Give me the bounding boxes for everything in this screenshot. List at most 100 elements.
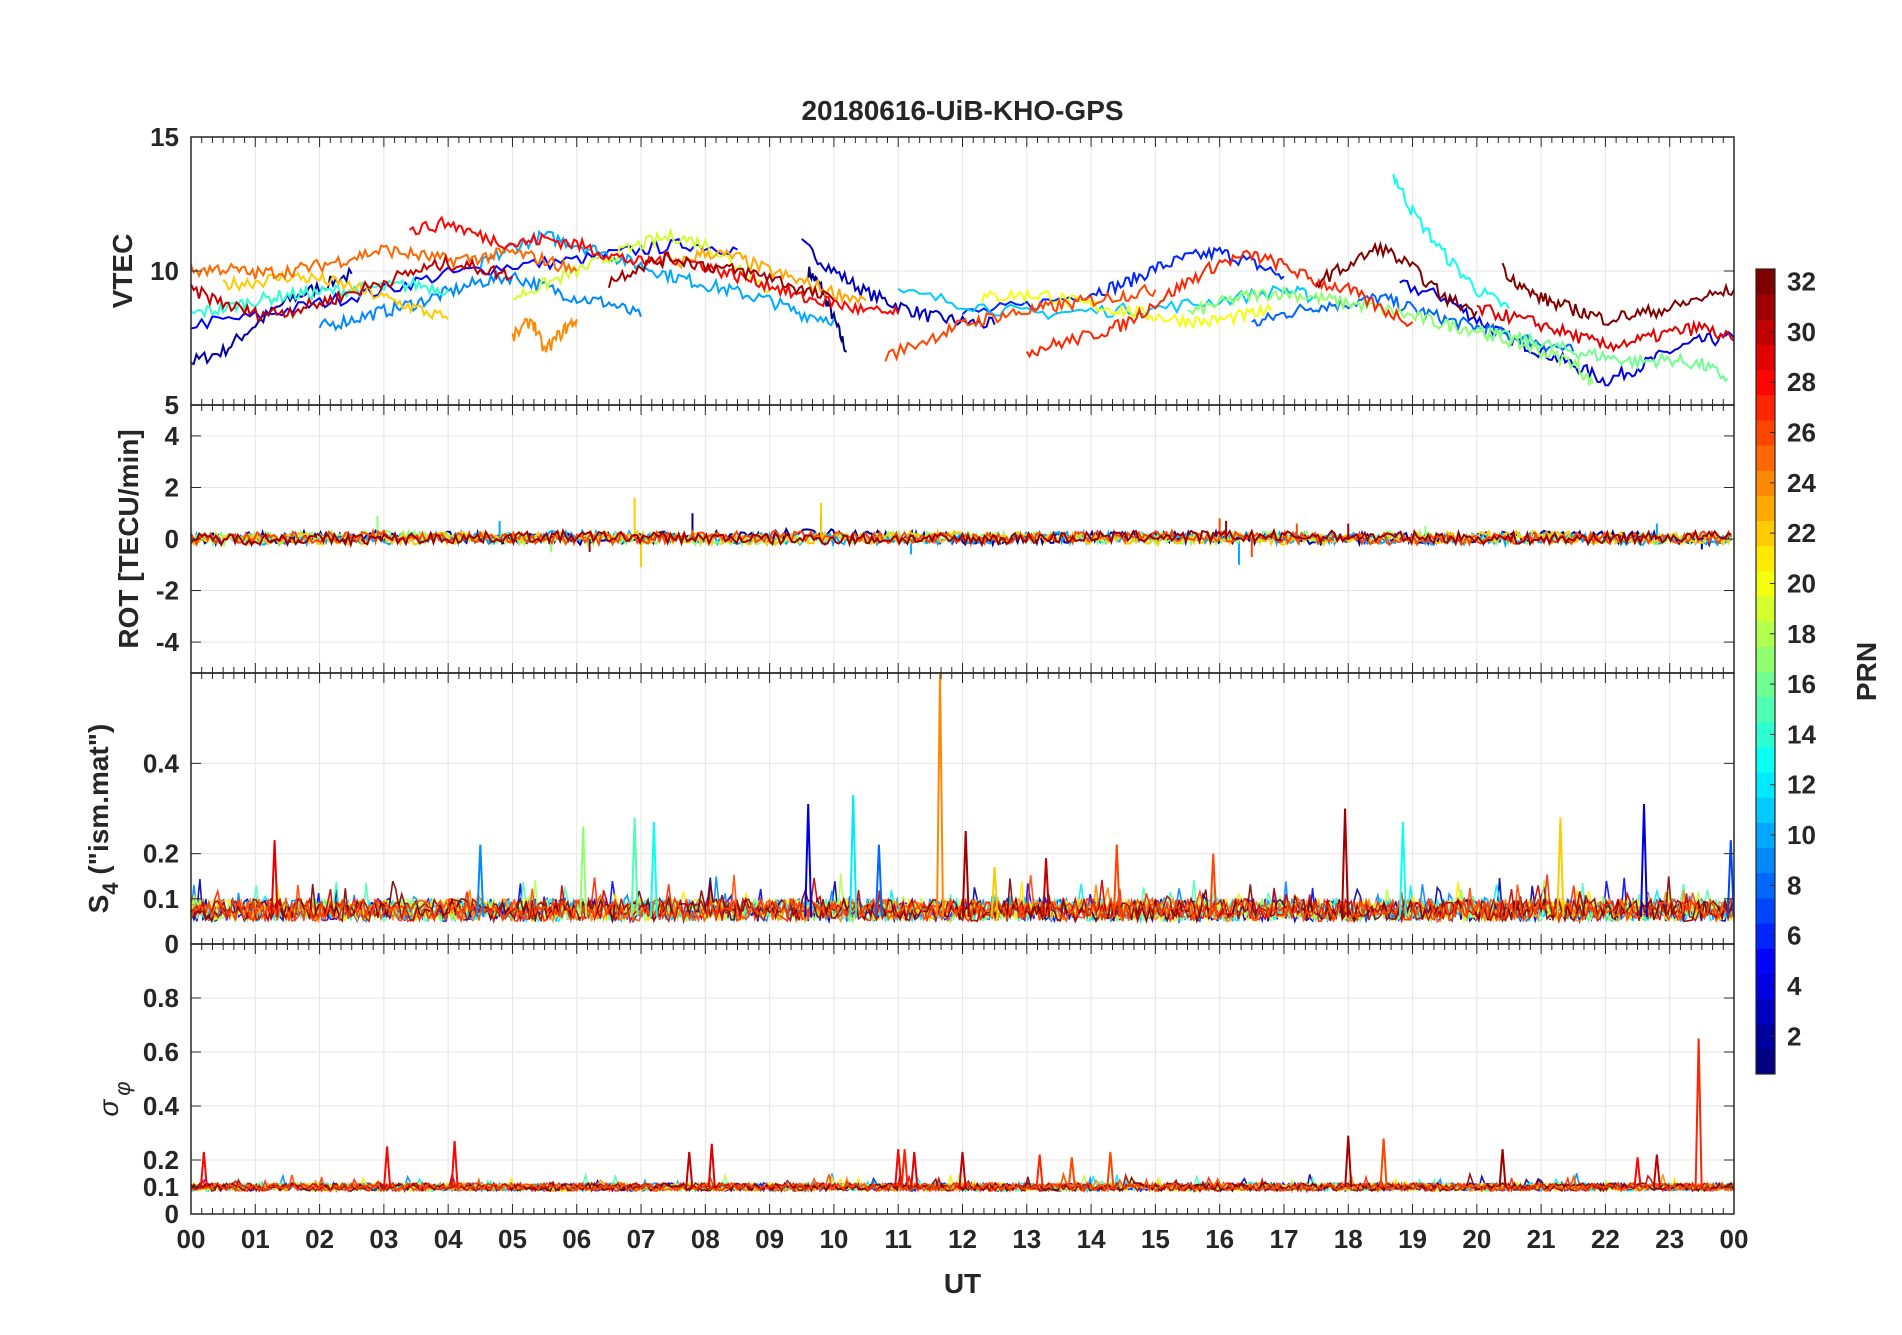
x-tick-label: 19 [1398,1224,1427,1254]
spike-prn-27 [900,1149,909,1188]
colorbar-swatch-prn-17 [1756,646,1775,672]
spike-prn-29 [270,840,279,917]
colorbar-swatch-prn-23 [1756,495,1775,522]
y-tick-label: 0.2 [143,1145,179,1175]
y-tick-label: 10 [150,256,179,286]
spike-prn-31 [1344,1135,1353,1188]
x-tick-label: 18 [1334,1224,1363,1254]
y-axis-label-main: S [83,895,114,914]
y-tick-label: 2 [165,472,179,502]
spike-prn-13 [649,822,658,917]
spike-prn-15 [630,817,639,917]
spike-prn-28 [199,1151,208,1188]
colorbar-swatch-prn-32 [1756,269,1775,295]
y-tick-label: 0.2 [143,839,179,869]
colorbar-swatch-prn-15 [1756,696,1775,723]
panel-vtec: 5 10 15 VTEC 20180616-UiB-KHO-GPS [107,95,1735,420]
y-tick-label: 0 [165,1199,179,1229]
spike-prn-26 [1106,1151,1115,1188]
series-line-prn-30 [190,253,514,322]
colorbar-tick-label: 26 [1787,418,1816,448]
colorbar-swatch-prn-31 [1756,294,1775,320]
spike-prn-12 [849,794,858,917]
series-group [190,497,1733,568]
series-line-prn-19 [512,226,771,301]
colorbar-swatch-prn-28 [1756,369,1775,396]
series-line-prn-16 [1476,325,1729,383]
colorbar-swatch-prn-25 [1756,445,1775,471]
y-tick-label: 4 [165,421,180,451]
y-tick-label: -4 [156,627,180,657]
series-line-prn-10 [479,229,835,327]
spike-prn-27 [1035,1154,1044,1188]
series-line-prn-26 [190,1171,1735,1193]
y-tick-label: 0.1 [143,884,179,914]
x-tick-label: 00 [177,1224,206,1254]
x-tick-label: 03 [369,1224,398,1254]
colorbar-swatch-prn-21 [1756,545,1775,572]
colorbar-swatch-prn-22 [1756,520,1775,547]
spike-prn-24 [935,672,944,917]
x-tick-label: 20 [1462,1224,1491,1254]
series-line-prn-24 [511,316,578,353]
colorbar-label: PRN [1851,642,1882,701]
colorbar-swatch-prn-6 [1756,923,1775,949]
series-line-prn-32 [1501,262,1735,326]
x-tick-label: 22 [1591,1224,1620,1254]
colorbar-swatch-prn-10 [1756,822,1775,849]
spike-prn-30 [685,1151,694,1188]
colorbar-swatch-prn-27 [1756,394,1775,421]
colorbar-swatch-prn-18 [1756,621,1775,647]
series-line-prn-31 [607,250,835,302]
y-axis-label: σφ [93,1081,135,1116]
series-line-prn-4 [1399,279,1735,387]
x-axis-label: UT [944,1268,981,1299]
panel-sigma_phi: 00.10.2 0.4 0.6 0.8 σφ 00 01 02 03 04 05 06 07 08 09 10… [93,943,1748,1299]
series-line-prn-31 [190,527,1732,549]
colorbar-tick-label: 16 [1787,669,1816,699]
colorbar-tick-label: 2 [1787,1021,1801,1051]
spike-prn-31 [961,831,970,917]
spike-prn-8 [874,844,883,917]
series-line-prn-14 [190,275,450,319]
series-line-prn-9 [318,269,642,332]
y-axis-label: ROT [TECU/min] [113,429,144,648]
y-axis-label-sub: φ [110,1081,135,1095]
colorbar-tick-label: 18 [1787,619,1816,649]
y-tick-label: 0.1 [143,1172,179,1202]
x-tick-label: 04 [434,1224,463,1254]
x-tick-label: 07 [627,1224,656,1254]
colorbar-tick-label: 32 [1787,267,1816,297]
x-tick-label: 13 [1012,1224,1041,1254]
y-axis-label-sub: 4 [98,882,123,895]
series-line-prn-13 [1392,173,1510,309]
x-tick-label: 10 [819,1224,848,1254]
y-tick-label: 0 [165,929,179,959]
colorbar-tick-label: 4 [1787,971,1802,1001]
spike-prn-22 [990,867,999,917]
x-tick-label: 09 [755,1224,784,1254]
colorbar-tick-label: 14 [1787,719,1816,749]
series-group [190,173,1735,387]
colorbar-swatch-prn-9 [1756,847,1775,874]
spike-prn-27 [1694,1038,1703,1188]
x-tick-label: 14 [1077,1224,1106,1254]
colorbar-swatch-prn-20 [1756,570,1775,597]
colorbar-tick-label: 24 [1787,468,1816,498]
y-tick-label: -2 [156,576,179,606]
colorbar-tick-label: 28 [1787,367,1816,397]
series-line-prn-32 [190,876,1735,924]
spike-prn-28 [894,1149,903,1188]
series-line-prn-26 [884,283,1157,362]
spike-prn-28 [1633,1157,1642,1188]
x-tick-label: 11 [884,1224,912,1254]
x-tick-label: 23 [1655,1224,1684,1254]
colorbar-swatch-prn-12 [1756,772,1775,798]
y-tick-label: 0.6 [143,1037,179,1067]
spike-prn-31 [1498,1149,1507,1188]
series-line-prn-22 [222,270,449,321]
y-axis-label-main: σ [93,1099,124,1117]
